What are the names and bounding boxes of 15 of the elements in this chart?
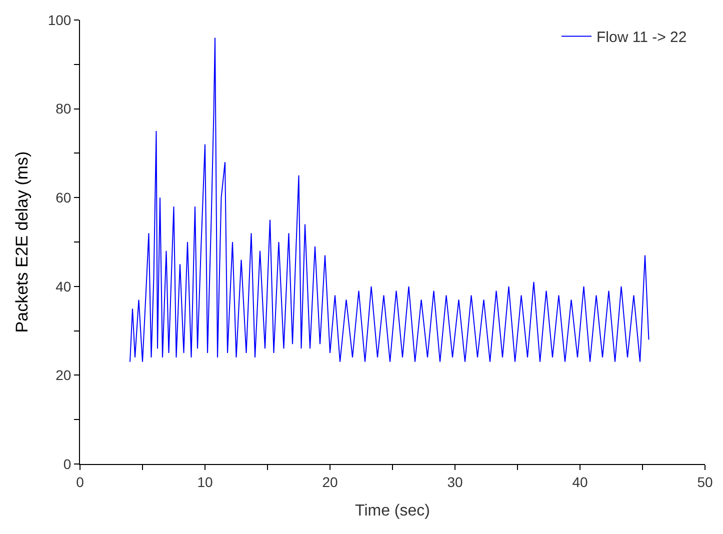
y-tick-label: 80 [56, 100, 72, 117]
x-tick-label: 30 [447, 474, 463, 490]
x-tick-label: 40 [572, 474, 588, 490]
y-tick-label: 0 [63, 456, 72, 472]
y-tick-label: 40 [56, 278, 72, 294]
x-axis-title: Time (sec) [355, 502, 430, 520]
y-tick-label: 60 [56, 190, 72, 206]
x-tick-label: 0 [76, 474, 84, 490]
x-tick-label: 20 [322, 474, 338, 490]
y-tick-label: 20 [56, 367, 72, 384]
legend-label: Flow 11 -> 22 [596, 29, 687, 46]
y-tick-label: 100 [48, 12, 72, 28]
x-tick-label: 50 [697, 474, 713, 490]
y-axis-title: Packets E2E delay (ms) [12, 151, 32, 333]
x-tick-label: 10 [197, 474, 213, 490]
